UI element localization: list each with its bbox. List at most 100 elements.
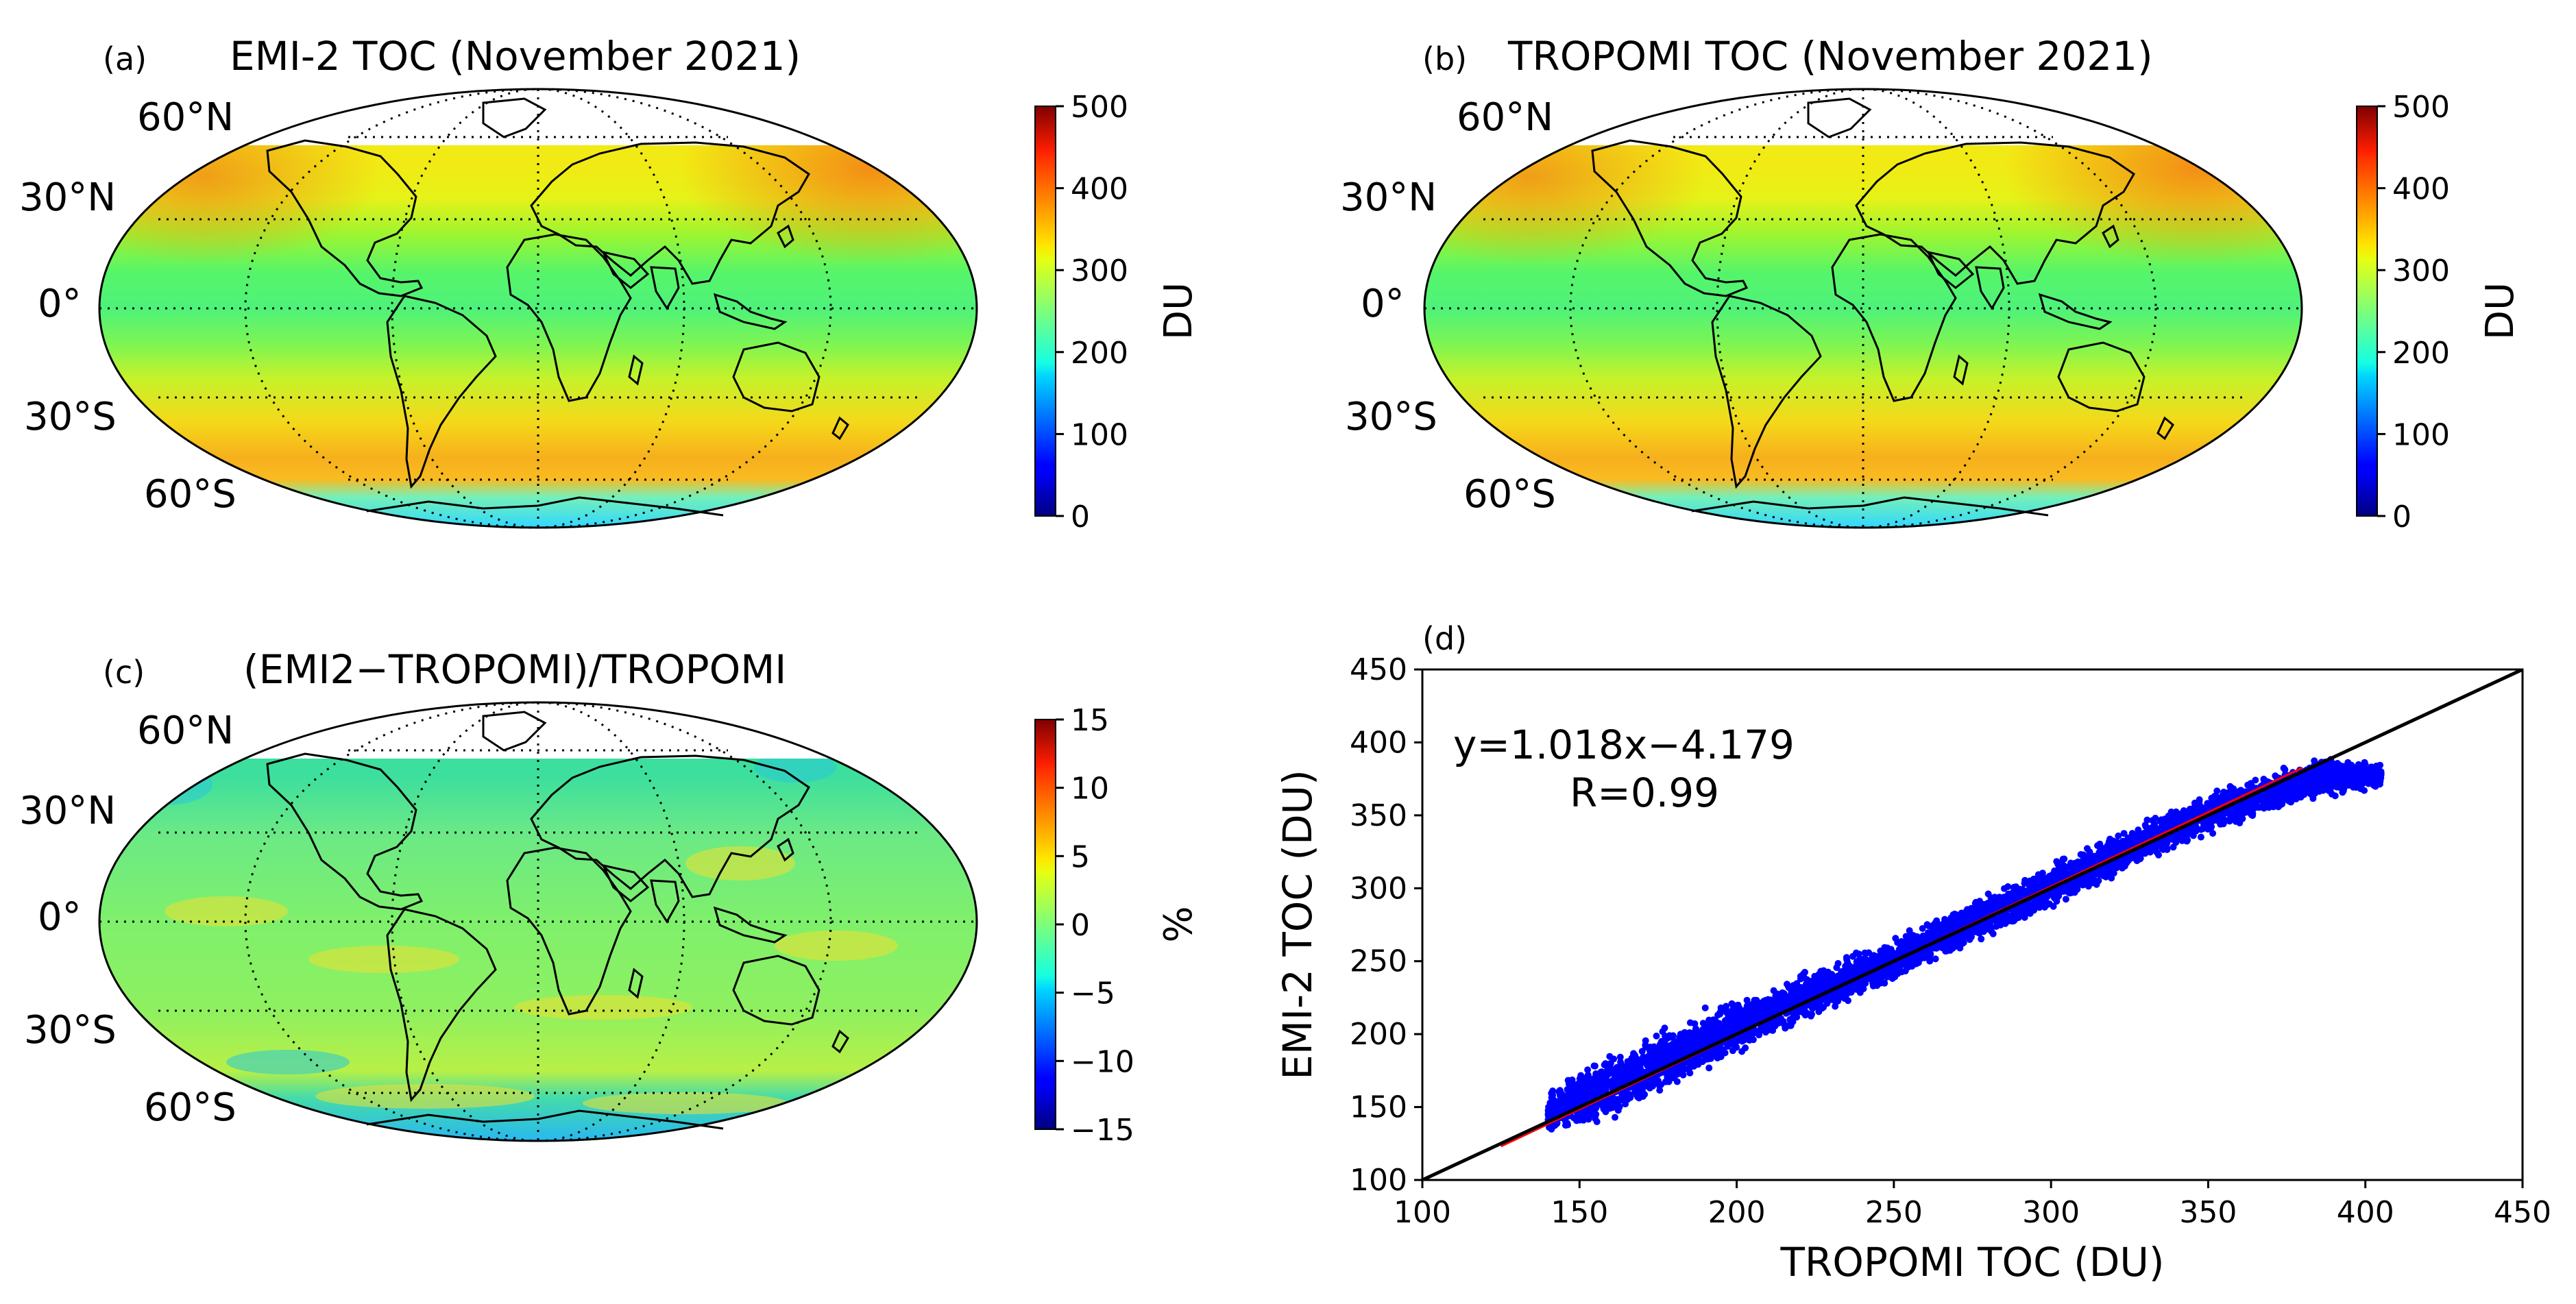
map-border-c [98,701,978,1142]
map-border-b [1423,88,2303,529]
panel-a-tag: (a) [103,40,147,77]
panel-b-title: TROPOMI TOC (November 2021) [1507,33,2153,79]
scatter-point [1788,988,1795,996]
scatter-point [1898,945,1906,952]
panel-c-tag: (c) [103,654,145,691]
scatter-point [1731,1012,1738,1020]
scatter-point [2209,830,2217,837]
scatter-point [2096,840,2104,848]
scatter-point [1705,1064,1713,1072]
colorbar-c-tick-label: −10 [1071,1044,1134,1079]
scatter-point [2039,870,2046,877]
colorbar-c-ramp [1034,719,1056,1130]
scatter-point [1640,1082,1648,1090]
scatter-point [1873,982,1881,989]
scatter-point [2247,797,2255,804]
scatter-point [1953,912,1960,920]
colorbar-b-tick-label: 500 [2392,90,2450,125]
scatter-point [2169,813,2176,821]
scatter-point [1932,955,1939,963]
lat-label-30n-c: 30°N [19,789,116,833]
panel-d-tag: (d) [1422,620,1467,657]
scatter-point [1610,1055,1618,1063]
scatter-point [1978,935,1985,943]
scatter-point [1703,1022,1711,1029]
scatter-point [1652,1047,1660,1055]
panel-b-tag: (b) [1422,40,1467,77]
scatter-point [1740,1037,1747,1044]
scatter-point [1638,1048,1646,1055]
lat-label-60n-b: 60°N [1457,95,1553,140]
scatter-point [1856,987,1864,994]
scatter-point [1878,977,1885,985]
scatter-point [1849,952,1856,960]
scatter-point [2344,759,2352,766]
scatter-point [1755,1031,1763,1039]
scatter-point [1672,1038,1679,1045]
lat-label-60s-c: 60°S [144,1085,236,1130]
lat-label-30s-c: 30°S [24,1008,117,1053]
scatter-point [1629,1053,1637,1059]
scatter-point [1639,1087,1646,1095]
scatter-point [1993,897,2001,905]
scatter-point [1860,963,1867,970]
scatter-point [1628,1074,1636,1082]
scatter-point [1743,996,1751,1004]
colorbar-a-label: DU [1156,282,1201,340]
scatter-point [2036,904,2043,911]
map-a [98,88,978,529]
scatter-point [1647,1083,1654,1090]
colorbar-c-tick-label: −15 [1071,1113,1134,1148]
scatter-point [1624,1058,1631,1066]
scatter-point [1919,925,1926,932]
colorbar-a-tick-label: 500 [1071,90,1128,125]
scatter-point [2011,915,2019,923]
lat-label-60n-a: 60°N [137,95,234,140]
lat-label-0-a: 0° [38,282,82,326]
colorbar-b-tick-label: 300 [2392,254,2450,288]
scatter-point [1648,1053,1655,1060]
scatter-point [2010,910,2018,918]
colorbar-c-tick-label: 5 [1071,839,1090,874]
scatter-point [2004,912,2012,920]
scatter-plot: 100 150 200 250 300 350 400 4501001502002503003… [1274,652,2551,1285]
scatter-point [1909,954,1917,961]
panel-c: (c) (EMI2−TROPOMI)/TROPOMI [19,646,1201,1148]
scatter-point [1647,1047,1654,1055]
scatter-point [2030,875,2038,883]
scatter-point [1921,950,1928,958]
scatter-point [2053,858,2061,865]
panel-a-title: EMI-2 TOC (November 2021) [230,33,801,79]
scatter-point [1823,978,1830,985]
scatter-point [2143,816,2151,824]
scatter-point [2017,911,2024,918]
panel-c-title: (EMI2−TROPOMI)/TROPOMI [243,646,786,693]
scatter-point [1704,1055,1712,1063]
scatter-point [1797,992,1804,999]
map-b [1423,88,2303,529]
scatter-point [2069,860,2076,868]
scatter-point [1679,1031,1687,1039]
colorbar-b-tick-label: 100 [2392,417,2450,452]
scatter-point [1875,970,1883,978]
scatter-point [2004,883,2012,890]
colorbar-a-tick-label: 400 [1071,172,1128,207]
lat-label-0-b: 0° [1361,282,1405,326]
scatter-point [1617,1059,1625,1066]
scatter-point [1953,939,1960,946]
scatter-point [2217,817,2225,825]
scatter-point [2287,795,2294,802]
colorbar-c-tick-label: 0 [1071,908,1090,943]
map-c [98,701,978,1142]
scatter-point [1584,1066,1592,1074]
lat-label-60s-a: 60°S [144,472,236,517]
scatter-point [2014,905,2021,913]
scatter-point [2115,832,2122,839]
scatter-point [1633,1091,1640,1098]
scatter-point [2365,780,2372,787]
scatter-point [1989,930,1997,937]
colorbar-c-label: % [1156,906,1201,942]
scatter-point [1984,890,1992,898]
scatter-point [1854,964,1861,971]
